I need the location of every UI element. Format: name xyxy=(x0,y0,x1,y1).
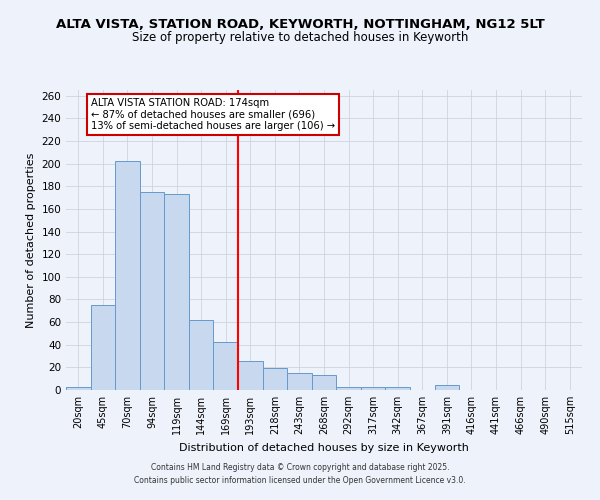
Bar xyxy=(287,373,312,390)
Bar xyxy=(336,386,361,390)
Bar xyxy=(312,376,336,390)
Bar xyxy=(214,342,238,390)
Y-axis label: Number of detached properties: Number of detached properties xyxy=(26,152,36,328)
Text: Contains HM Land Registry data © Crown copyright and database right 2025.: Contains HM Land Registry data © Crown c… xyxy=(151,464,449,472)
Bar xyxy=(91,305,115,390)
Bar xyxy=(164,194,189,390)
Text: Size of property relative to detached houses in Keyworth: Size of property relative to detached ho… xyxy=(132,32,468,44)
Bar xyxy=(263,368,287,390)
Bar xyxy=(434,386,459,390)
Bar xyxy=(361,386,385,390)
Text: ALTA VISTA STATION ROAD: 174sqm
← 87% of detached houses are smaller (696)
13% o: ALTA VISTA STATION ROAD: 174sqm ← 87% of… xyxy=(91,98,335,131)
Bar xyxy=(115,162,140,390)
Bar xyxy=(66,386,91,390)
X-axis label: Distribution of detached houses by size in Keyworth: Distribution of detached houses by size … xyxy=(179,442,469,452)
Bar xyxy=(140,192,164,390)
Text: ALTA VISTA, STATION ROAD, KEYWORTH, NOTTINGHAM, NG12 5LT: ALTA VISTA, STATION ROAD, KEYWORTH, NOTT… xyxy=(56,18,544,30)
Bar xyxy=(189,320,214,390)
Bar xyxy=(385,386,410,390)
Text: Contains public sector information licensed under the Open Government Licence v3: Contains public sector information licen… xyxy=(134,476,466,485)
Bar xyxy=(238,360,263,390)
